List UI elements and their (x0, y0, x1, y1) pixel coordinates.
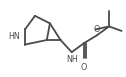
Text: NH: NH (66, 55, 78, 64)
Text: O: O (81, 63, 87, 72)
Text: HN: HN (8, 32, 20, 42)
Text: O: O (93, 25, 100, 34)
